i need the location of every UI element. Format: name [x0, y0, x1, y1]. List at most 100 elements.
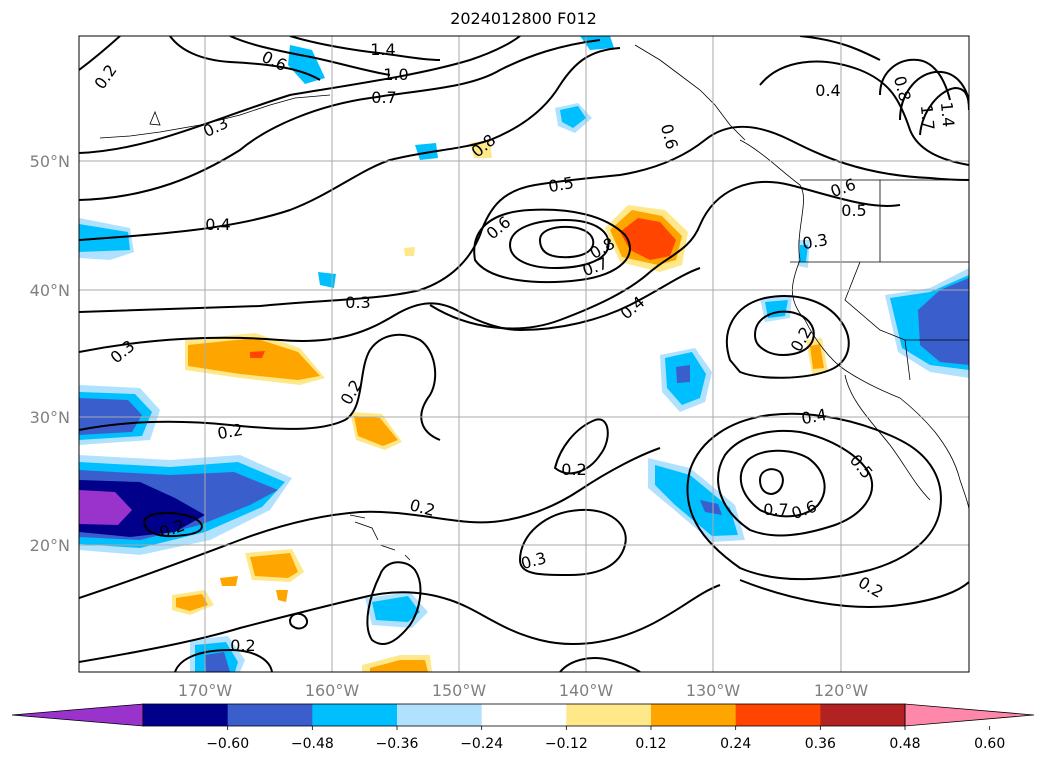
positive-anomaly-west: [185, 333, 325, 385]
colorbar-segment: [820, 704, 906, 726]
contour-label: 0.6: [657, 122, 682, 152]
lon-label: 170°W: [178, 681, 233, 700]
colorbar-segment: [481, 704, 567, 726]
colorbar-tick-label: 0.60: [974, 736, 1005, 752]
contour-label: 0.7: [371, 88, 396, 107]
contour-label: 0.5: [841, 201, 866, 220]
contour-line: [509, 219, 610, 269]
colorbar-tick-label: 0.48: [889, 736, 920, 752]
positive-anomaly-small: [172, 140, 828, 672]
contour-line: [799, 36, 881, 61]
colorbar: −0.60 −0.48 −0.36 −0.24 −0.12 0.12 0.24 0.36 0.4…: [11, 703, 1035, 752]
contour-label: 0.4: [815, 81, 840, 100]
contour-line: [539, 225, 595, 259]
contour-line: [879, 58, 951, 101]
colorbar-tick-label: 0.12: [635, 736, 666, 752]
lat-label: 20°N: [30, 536, 70, 555]
contour-line: [919, 87, 969, 136]
contour-line: [79, 47, 621, 241]
colorbar-tick-label: −0.12: [545, 736, 588, 752]
contour-line: [725, 295, 850, 379]
contour-label: 0.3: [801, 230, 829, 253]
lat-label: 40°N: [30, 281, 70, 300]
contour-label: 0.6: [789, 497, 819, 524]
contour-line: [79, 584, 721, 663]
contour-line: [559, 657, 641, 672]
contour-line: [754, 310, 815, 356]
contour-line: [759, 60, 969, 166]
contour-line: [143, 512, 203, 538]
contour-line: [289, 612, 308, 630]
contour-label: 1.4: [370, 40, 395, 59]
contour-line: [899, 70, 969, 121]
contour-label: 0.3: [345, 293, 370, 312]
colorbar-extend-high: [904, 703, 1035, 727]
latitude-labels: 50°N 40°N 30°N 20°N: [30, 152, 70, 555]
contour-label: 0.2: [90, 61, 120, 93]
contour-label: 0.2: [230, 636, 255, 655]
contour-line: [717, 429, 873, 537]
lat-label: 30°N: [30, 408, 70, 427]
positive-anomaly-central-north: [605, 205, 688, 272]
contour-line: [686, 412, 942, 581]
negative-anomaly-west-south: [79, 455, 292, 555]
contour-label: 0.2: [408, 495, 438, 520]
contour-line: [554, 418, 609, 475]
contour-line: [79, 39, 601, 201]
colorbar-segment: [735, 704, 821, 726]
contour-line: [739, 579, 969, 608]
contour-label: 0.5: [846, 451, 877, 483]
contour-line: [79, 36, 121, 71]
contour-label: 0.3: [107, 336, 139, 367]
contour-line: [366, 561, 422, 645]
colorbar-tick-label: −0.48: [291, 736, 334, 752]
lon-label: 160°W: [305, 681, 360, 700]
contour-line: [169, 36, 321, 81]
contour-label: 0.2: [216, 420, 244, 443]
colorbar-tick-label: −0.60: [206, 736, 249, 752]
contour-line: [79, 36, 521, 154]
contour-label: 1.0: [383, 65, 408, 84]
contour-label: 0.6: [828, 175, 858, 202]
contour-label: 0.2: [561, 460, 586, 479]
colorbar-segment: [312, 704, 398, 726]
colorbar-tick-label: 0.36: [805, 736, 836, 752]
contour-label: 1.4: [937, 101, 958, 128]
contour-label: 0.7: [580, 254, 610, 281]
lon-label: 150°W: [432, 681, 487, 700]
negative-anomaly-west-mid: [79, 385, 160, 445]
contour-label: 0.8: [890, 74, 915, 104]
graticule: [79, 36, 969, 672]
colorbar-segment: [397, 704, 483, 726]
contour-label: 0.4: [800, 405, 828, 428]
contour-line: [739, 449, 826, 518]
contour-label: 0.5: [547, 173, 575, 196]
contour-line: [79, 267, 701, 353]
negative-anomaly-east: [885, 268, 969, 378]
lon-label: 130°W: [686, 681, 741, 700]
contour-line: [473, 208, 631, 284]
contour-line: [174, 649, 273, 672]
colorbar-tick-label: −0.24: [460, 736, 503, 752]
contour-line: [289, 36, 441, 61]
colorbar-segment: [566, 704, 652, 726]
longitude-labels: 170°W 160°W 150°W 140°W 130°W 120°W: [178, 681, 869, 700]
map-frame: [78, 35, 970, 673]
contour-line: [79, 333, 441, 441]
colorbar-segment: [227, 704, 313, 726]
contour-line: [429, 180, 901, 330]
lon-label: 140°W: [559, 681, 614, 700]
contour-line: [759, 468, 784, 495]
contour-line: [79, 125, 969, 313]
contour-label: 0.7: [763, 500, 788, 519]
colorbar-frame: [142, 703, 906, 727]
contour-label: 0.3: [519, 548, 549, 573]
colorbar-tick-label: −0.36: [376, 736, 419, 752]
contour-label: 0.2: [855, 573, 887, 602]
contour-label: 1.7: [917, 104, 938, 131]
colorbar-segment: [651, 704, 737, 726]
contour-label: 0.8: [468, 130, 500, 161]
contour-label: 0.4: [205, 215, 230, 234]
contour-line: [229, 36, 391, 76]
